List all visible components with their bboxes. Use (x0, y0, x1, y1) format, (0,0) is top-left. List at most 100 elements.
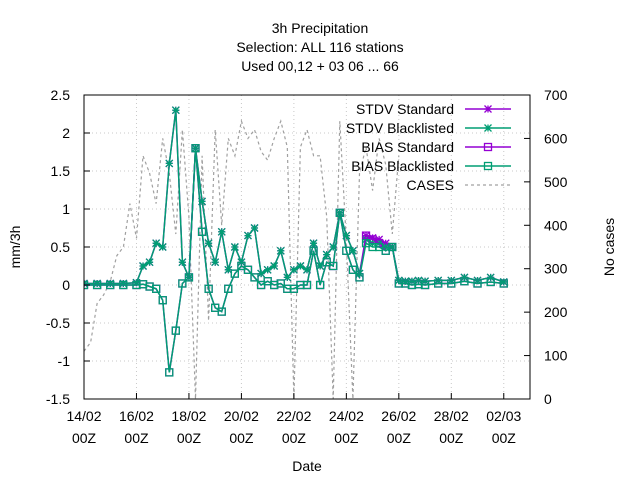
bias-blacklisted-point (243, 265, 253, 274)
bias-blacklisted-point (420, 280, 430, 290)
bias-blacklisted-point (355, 273, 364, 282)
stdv-blacklisted-point (244, 231, 252, 240)
bias-blacklisted-point (315, 280, 325, 290)
x-tick-label-hour: 00Z (492, 430, 517, 446)
bias-blacklisted-point (92, 280, 102, 290)
cases-line (84, 118, 400, 399)
bias-blacklisted-point (191, 144, 200, 153)
legend-label-stdv-standard: STDV Standard (356, 101, 454, 117)
bias-blacklisted-point (348, 265, 358, 274)
grid-lines (84, 95, 530, 399)
stdv-blacklisted-point (401, 277, 410, 286)
stdv-blacklisted-point (211, 258, 220, 267)
stdv-blacklisted-point (257, 269, 266, 278)
bias-blacklisted-point (473, 279, 482, 288)
legend-label-bias-standard: BIAS Standard (361, 139, 454, 155)
stdv-standard-point (368, 233, 377, 242)
stdv-blacklisted-point (499, 278, 508, 286)
stdv-blacklisted-point (158, 243, 167, 251)
bias-blacklisted-point (329, 261, 338, 271)
bias-blacklisted-point (230, 269, 240, 278)
stdv-blacklisted-point (309, 239, 318, 248)
stdv-blacklisted-point (165, 159, 174, 168)
stdv-blacklisted-point (486, 273, 495, 282)
bias-blacklisted-point (388, 242, 397, 252)
stdv-blacklisted-point (145, 258, 154, 267)
x-tick-label-date: 26/02 (381, 408, 416, 424)
bias-blacklisted-point (178, 279, 187, 288)
x-tick-label-hour: 00Z (439, 430, 464, 446)
chart-title-line-1: 3h Precipitation (272, 20, 369, 36)
y2-tick-label: 400 (544, 217, 568, 233)
stdv-blacklisted-point (270, 262, 279, 270)
stdv-blacklisted-point (230, 243, 239, 251)
y-tick-label: 1.5 (51, 163, 71, 179)
y2-tick-label: 700 (544, 87, 568, 103)
bias-blacklisted-point (250, 273, 259, 282)
plot-frame (83, 94, 531, 400)
y-tick-label: 2.5 (51, 87, 71, 103)
x-tick-label-hour: 00Z (387, 430, 412, 446)
y-axis-label: mm/3h (7, 226, 23, 269)
x-tick-label-date: 14/02 (66, 408, 101, 424)
stdv-blacklisted-point (322, 250, 331, 259)
bias-blacklisted-point (276, 279, 285, 288)
y2-axis-label: No cases (601, 218, 617, 276)
stdv-blacklisted-point (283, 273, 292, 282)
x-tick-label-date: 28/02 (434, 408, 469, 424)
stdv-blacklisted-point (316, 262, 325, 270)
x-tick-label-date: 24/02 (329, 408, 364, 424)
x-axis-label: Date (292, 458, 322, 474)
bias-blacklisted-point (499, 279, 508, 288)
y2-tick-label: 300 (544, 261, 568, 277)
x-tick-label-date: 16/02 (119, 408, 154, 424)
stdv-blacklisted-point (119, 279, 128, 288)
legend: STDV Standard STDV Blacklisted BIAS Standa… (346, 101, 511, 193)
stdv-blacklisted-point (217, 227, 226, 236)
stdv-blacklisted-point (139, 262, 147, 270)
legend-marker-bias-standard (483, 142, 493, 152)
chart-title-line-3: Used 00,12 + 03 06 ... 66 (241, 58, 399, 74)
bias-blacklisted-point (447, 279, 456, 288)
legend-label-cases: CASES (407, 177, 454, 193)
stdv-blacklisted-point (152, 239, 161, 248)
data-series (84, 106, 508, 377)
y-tick-label: 0 (62, 277, 70, 293)
legend-label-bias-blacklisted: BIAS Blacklisted (351, 158, 454, 174)
bias-blacklisted-point (460, 277, 469, 286)
bias-blacklisted-point (309, 246, 318, 255)
legend-label-stdv-blacklisted: STDV Blacklisted (346, 120, 454, 136)
stdv-standard-point (381, 239, 390, 248)
bias-blacklisted-point (171, 326, 180, 335)
x-tick-label-date: 18/02 (171, 408, 206, 424)
x-tick-label-hour: 00Z (124, 430, 149, 446)
bias-blacklisted-point (119, 280, 128, 290)
x-tick-label-hour: 00Z (282, 430, 307, 446)
y2-tick-label: 0 (544, 391, 552, 407)
stdv-blacklisted-point (289, 265, 298, 274)
stdv-blacklisted-point (329, 243, 338, 251)
stdv-blacklisted-point (178, 258, 187, 267)
stdv-blacklisted-point (303, 265, 311, 274)
y-tick-label: -1.5 (46, 391, 70, 407)
stdv-blacklisted-point (198, 197, 207, 206)
stdv-blacklisted-point (132, 278, 141, 287)
stdv-blacklisted-point (171, 106, 180, 115)
stdv-blacklisted-point (224, 265, 233, 274)
bias-blacklisted-point (165, 368, 174, 377)
x-tick-label-date: 20/02 (224, 408, 259, 424)
bias-blacklisted-series (84, 144, 508, 377)
axis-ticks: -1.5 -1 -0.5 0 0.5 1 1.5 2 2.5 0 100 200 300 400 500 60… (46, 87, 568, 446)
y2-tick-label: 500 (544, 174, 568, 190)
x-tick-label-hour: 00Z (72, 430, 97, 446)
y-tick-label: 1 (62, 201, 70, 217)
y2-tick-label: 100 (544, 348, 568, 364)
stdv-blacklisted-point (342, 231, 351, 240)
x-tick-label-date: 22/02 (276, 408, 311, 424)
bias-blacklisted-point (434, 279, 443, 288)
bias-blacklisted-point (151, 284, 161, 293)
legend-marker-bias-blacklisted (483, 161, 493, 171)
y2-tick-label: 600 (544, 130, 568, 146)
bias-blacklisted-point (224, 284, 233, 293)
